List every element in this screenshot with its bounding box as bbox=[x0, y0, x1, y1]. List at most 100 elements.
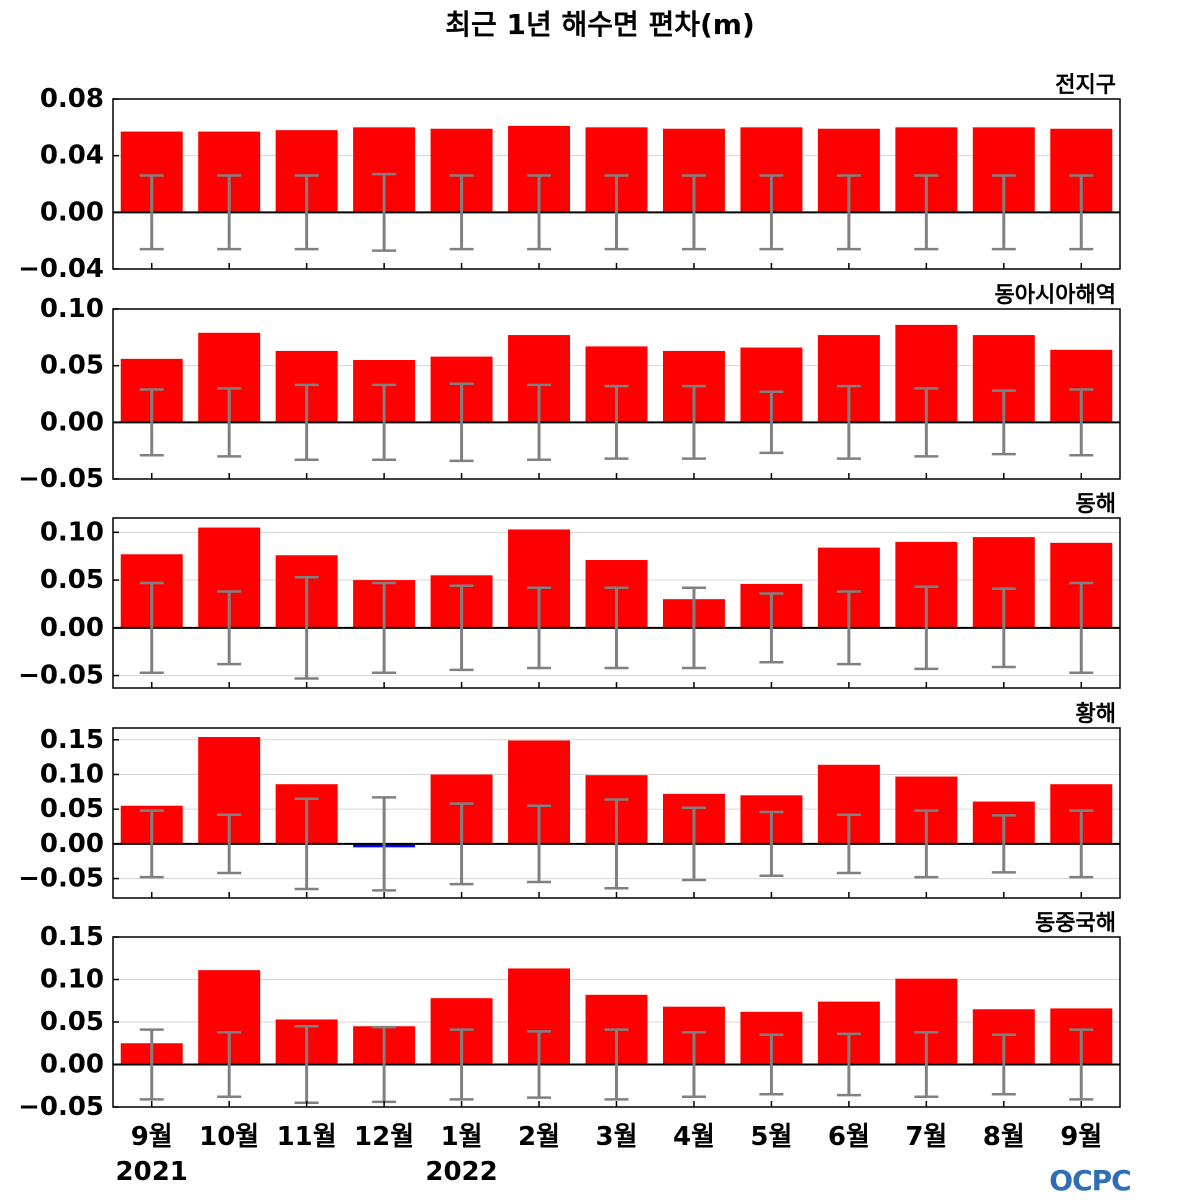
yellow-sea-error-bar bbox=[681, 806, 706, 882]
y-tick-label: −0.04 bbox=[18, 254, 104, 284]
east-asian-seas-error-bar bbox=[139, 388, 164, 457]
east-asian-seas-error-bar bbox=[914, 387, 939, 458]
panel-title: 전지구 bbox=[1055, 73, 1116, 98]
east-asian-seas-error-bar bbox=[604, 384, 629, 460]
y-tick-label: 0.05 bbox=[40, 1007, 104, 1037]
year-label: 2022 bbox=[425, 1157, 497, 1187]
east-asian-seas-error-bar bbox=[217, 387, 242, 458]
x-tick-label: 8월 bbox=[983, 1122, 1025, 1152]
east-asian-seas-error-bar bbox=[527, 383, 552, 461]
east-china-sea-error-bar bbox=[836, 1032, 861, 1097]
chart-title: 최근 1년 해수면 편차(m) bbox=[445, 8, 755, 41]
x-tick-label: 5월 bbox=[750, 1122, 792, 1152]
east-china-sea-error-bar bbox=[217, 1030, 242, 1099]
y-tick-label: 0.15 bbox=[40, 725, 104, 755]
y-tick-label: 0.10 bbox=[40, 517, 104, 547]
x-tick-label: 3월 bbox=[595, 1122, 637, 1152]
yellow-sea-error-bar bbox=[139, 809, 164, 879]
yellow-sea-error-bar bbox=[991, 814, 1016, 874]
year-label: 2021 bbox=[116, 1157, 188, 1187]
y-tick-label: −0.05 bbox=[18, 1092, 104, 1122]
east-sea-error-bar bbox=[914, 585, 939, 671]
x-tick-label: 7월 bbox=[905, 1122, 947, 1152]
east-china-sea-error-bar bbox=[914, 1030, 939, 1099]
east-sea-error-bar bbox=[139, 581, 164, 674]
y-tick-label: 0.15 bbox=[40, 922, 104, 952]
panel-title: 동해 bbox=[1076, 492, 1116, 517]
east-asian-seas-error-bar bbox=[836, 384, 861, 460]
east-sea-error-bar bbox=[1069, 581, 1094, 674]
east-china-sea-error-bar bbox=[759, 1033, 784, 1096]
yellow-sea-error-bar bbox=[759, 810, 784, 878]
yellow-sea-error-bar bbox=[527, 804, 552, 884]
east-china-sea-error-bar bbox=[991, 1033, 1016, 1096]
east-sea-error-bar bbox=[294, 575, 319, 680]
x-tick-label: 9월 bbox=[1060, 1122, 1102, 1152]
x-tick-label: 9월 bbox=[131, 1122, 173, 1152]
east-sea-error-bar bbox=[759, 592, 784, 664]
y-tick-label: −0.05 bbox=[18, 864, 104, 894]
y-tick-label: 0.05 bbox=[40, 794, 104, 824]
yellow-sea-error-bar bbox=[1069, 809, 1094, 879]
yellow-sea-error-bar bbox=[217, 813, 242, 875]
y-tick-label: −0.05 bbox=[18, 464, 104, 494]
east-asian-seas-error-bar bbox=[294, 383, 319, 461]
x-axis-labels: 9월 10월 11월 12월 1월 2월 3월 4월 5월 6월 7월 8월 9월 2021 2022 bbox=[116, 1122, 1103, 1187]
east-sea-error-bar bbox=[527, 586, 552, 670]
y-tick-label: 0.05 bbox=[40, 565, 104, 595]
east-asian-seas-error-bar bbox=[759, 390, 784, 455]
panel-east-china-sea: 0.15 0.10 0.05 0.00 −0.05 동중국해 bbox=[18, 911, 1121, 1122]
east-asian-seas-error-bar bbox=[681, 384, 706, 460]
global-error-bar bbox=[604, 174, 629, 251]
global-error-bar bbox=[836, 174, 861, 251]
panel-yellow-sea: 0.15 0.10 0.05 0.00 −0.05 황해 bbox=[18, 702, 1121, 899]
yellow-sea-error-bar bbox=[449, 802, 474, 886]
east-china-sea-error-bar bbox=[449, 1028, 474, 1101]
x-tick-label: 12월 bbox=[354, 1122, 414, 1152]
global-error-bar bbox=[217, 174, 242, 251]
east-sea-error-bar bbox=[217, 590, 242, 666]
x-tick-label: 6월 bbox=[828, 1122, 870, 1152]
east-asian-seas-error-bar bbox=[372, 383, 397, 461]
y-tick-label: 0.10 bbox=[40, 759, 104, 789]
x-tick-label: 2월 bbox=[518, 1122, 560, 1152]
east-china-sea-error-bar bbox=[1069, 1028, 1094, 1101]
global-error-bar bbox=[294, 174, 319, 251]
panel-east-asian-seas: 0.10 0.05 0.00 −0.05 동아시아해역 bbox=[18, 283, 1121, 494]
yellow-sea-error-bar bbox=[294, 797, 319, 891]
east-sea-error-bar bbox=[836, 590, 861, 666]
global-error-bar bbox=[1069, 174, 1094, 251]
y-tick-label: 0.04 bbox=[40, 141, 104, 171]
y-tick-label: 0.00 bbox=[40, 407, 104, 437]
y-tick-label: 0.10 bbox=[40, 965, 104, 995]
panel-title: 동중국해 bbox=[1035, 911, 1116, 936]
global-error-bar bbox=[372, 172, 397, 252]
east-asian-seas-error-bar bbox=[991, 389, 1016, 456]
yellow-sea-error-bar bbox=[372, 796, 397, 892]
east-china-sea-error-bar bbox=[139, 1028, 164, 1101]
east-sea-error-bar bbox=[991, 587, 1016, 669]
east-sea-error-bar bbox=[372, 581, 397, 674]
panel-global: 0.08 0.04 0.00 −0.04 전지구 bbox=[18, 73, 1121, 284]
east-sea-error-bar bbox=[681, 586, 706, 670]
global-error-bar bbox=[759, 174, 784, 251]
y-tick-label: 0.00 bbox=[40, 829, 104, 859]
east-china-sea-error-bar bbox=[604, 1028, 629, 1101]
panel-title: 황해 bbox=[1076, 702, 1116, 727]
y-tick-label: 0.00 bbox=[40, 197, 104, 227]
x-tick-label: 4월 bbox=[673, 1122, 715, 1152]
global-error-bar bbox=[139, 174, 164, 251]
east-asian-seas-error-bar bbox=[1069, 388, 1094, 457]
y-tick-label: 0.10 bbox=[40, 294, 104, 324]
global-error-bar bbox=[527, 174, 552, 251]
east-sea-error-bar bbox=[449, 584, 474, 672]
x-tick-label: 10월 bbox=[199, 1122, 259, 1152]
east-china-sea-error-bar bbox=[681, 1030, 706, 1099]
global-error-bar bbox=[914, 174, 939, 251]
y-tick-label: 0.00 bbox=[40, 613, 104, 643]
x-tick-label: 11월 bbox=[277, 1122, 337, 1152]
y-tick-label: −0.05 bbox=[18, 661, 104, 691]
y-tick-label: 0.05 bbox=[40, 351, 104, 381]
y-tick-label: 0.08 bbox=[40, 84, 104, 114]
